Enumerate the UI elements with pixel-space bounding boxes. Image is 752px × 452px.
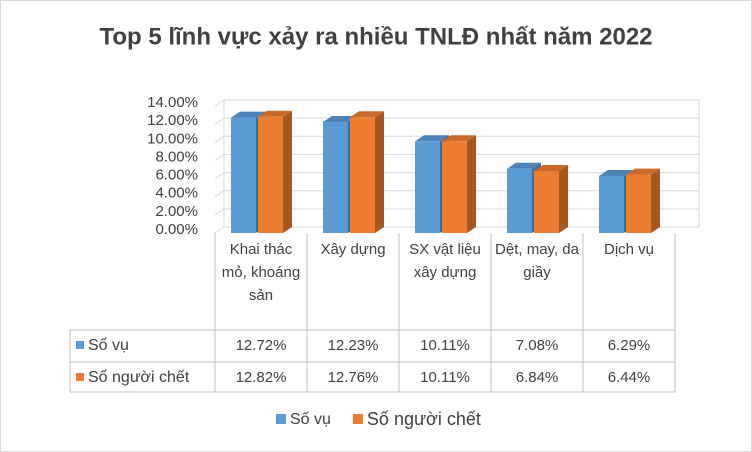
bar (599, 175, 624, 233)
bar (323, 122, 348, 233)
bar (231, 117, 256, 233)
category-label: SX vật liệu xây dựng (409, 241, 481, 281)
legend-label: Số người chết (367, 409, 481, 429)
bar-top (231, 111, 265, 118)
table-value: 6.29% (607, 337, 651, 354)
grid-line-side (214, 117, 225, 125)
grid-line-side (214, 208, 225, 216)
y-tick-label: 0.00% (155, 221, 198, 238)
bar-side (559, 164, 568, 233)
bar (534, 170, 559, 233)
bar-top (350, 111, 384, 118)
table-value: 12.76% (327, 369, 379, 386)
bar (415, 141, 440, 233)
table-value: 12.23% (327, 337, 379, 354)
bar-top (534, 164, 568, 171)
table-value: 7.08% (515, 337, 559, 354)
category-label: Khai thác mỏ, khoáng sản (221, 241, 301, 304)
bar (258, 116, 283, 233)
bar-top (323, 116, 357, 123)
category-label: Xây dựng (320, 241, 386, 258)
table-value: 6.84% (515, 369, 559, 386)
bar-top (442, 135, 476, 142)
legend-key (352, 414, 363, 424)
chart-title: Top 5 lĩnh vực xảy ra nhiều TNLĐ nhất nă… (99, 23, 652, 50)
table-value: 12.82% (235, 369, 287, 386)
grid-line-side (214, 172, 225, 179)
bar (442, 141, 467, 233)
grid-line-side (214, 154, 225, 161)
bar-top (626, 168, 660, 175)
y-tick-label: 6.00% (155, 167, 198, 184)
bar-top (258, 110, 292, 117)
y-tick-label: 10.00% (147, 130, 198, 147)
bar (507, 168, 532, 233)
grid-line-side (214, 135, 225, 143)
grid-line-side (214, 190, 225, 198)
legend-label: Số vụ (290, 411, 331, 428)
y-tick-label: 12.00% (147, 112, 198, 129)
y-tick-label: 14.00% (147, 94, 198, 111)
category-label: Dệt, may, da giầy (495, 241, 579, 281)
bar-side (467, 135, 476, 233)
category-label: Dịch vụ (603, 241, 655, 258)
series-label: Số người chết (88, 369, 190, 386)
grid-line-side (214, 99, 225, 107)
bar-top (599, 169, 633, 176)
table-value: 10.11% (420, 369, 470, 386)
series-label: Số vụ (88, 337, 129, 354)
y-tick-label: 8.00% (155, 148, 198, 165)
bar (350, 117, 375, 233)
bar-top (415, 135, 449, 142)
grid-line-side (214, 226, 225, 234)
bar-top (507, 162, 541, 169)
bar-side (283, 110, 292, 233)
bar-side (651, 168, 660, 233)
table-value: 12.72% (235, 337, 287, 354)
legend-key (76, 341, 84, 349)
table-value: 6.44% (607, 369, 651, 386)
y-tick-label: 4.00% (155, 185, 198, 202)
bar (626, 174, 651, 233)
bar-side (375, 111, 384, 233)
legend-key (76, 373, 84, 381)
legend-key (276, 414, 286, 424)
y-tick-label: 2.00% (155, 203, 198, 220)
table-value: 10.11% (420, 337, 470, 354)
